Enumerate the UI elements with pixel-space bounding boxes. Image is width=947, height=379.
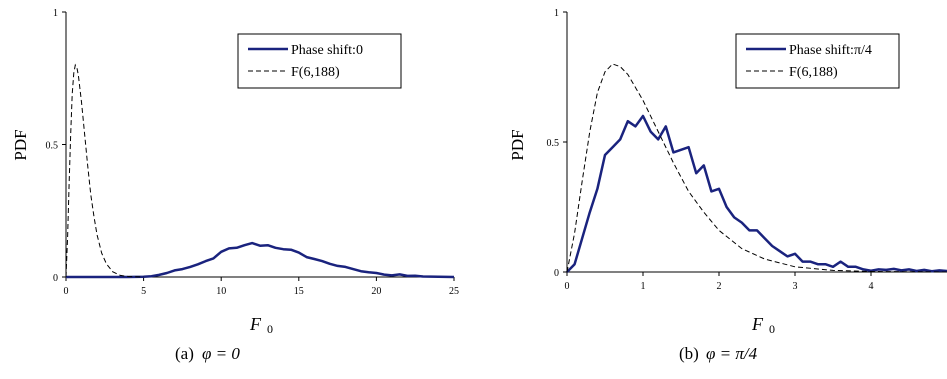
legend-entry: Phase shift:π/4: [789, 43, 872, 58]
x-tick-label: 20: [371, 286, 381, 297]
y-tick-label: 0: [53, 273, 58, 284]
x-tick-label: 0: [64, 286, 69, 297]
x-axis-label-subscript: 0: [769, 322, 775, 336]
x-tick-label: 3: [793, 281, 798, 292]
series-line-phase-shift: [66, 241, 455, 279]
x-tick-label: 10: [216, 286, 226, 297]
legend-box: [237, 33, 402, 89]
caption-math: φ = π/4: [706, 344, 758, 363]
caption-math: φ = 0: [202, 344, 240, 363]
y-tick-label: 0: [554, 268, 559, 279]
y-tick-label: 0.5: [46, 141, 59, 152]
caption-prefix: (b): [679, 344, 699, 363]
x-tick-label: 4: [869, 281, 874, 292]
y-tick-label: 1: [53, 8, 58, 19]
x-axis-label: F: [751, 314, 764, 334]
x-tick-label: 15: [294, 286, 304, 297]
series-line-f-distribution: [566, 63, 947, 273]
x-axis-label-subscript: 0: [267, 322, 273, 336]
legend-entry: Phase shift:0: [291, 43, 363, 58]
y-axis-label: PDF: [11, 129, 30, 160]
y-axis-label: PDF: [508, 129, 527, 160]
x-tick-label: 0: [565, 281, 570, 292]
legend-box: [735, 33, 900, 89]
x-tick-label: 2: [717, 281, 722, 292]
legend-entry: F(6,188): [291, 65, 340, 80]
x-tick-label: 1: [641, 281, 646, 292]
series-line-f-distribution: [65, 63, 144, 278]
x-tick-label: 5: [141, 286, 146, 297]
series-line-phase-shift: [566, 114, 947, 273]
y-tick-label: 0.5: [547, 138, 560, 149]
y-tick-label: 1: [554, 8, 559, 19]
x-axis-label: F: [249, 314, 262, 334]
caption-prefix: (a): [175, 344, 194, 363]
legend-entry: F(6,188): [789, 65, 838, 80]
x-tick-label: 25: [449, 286, 459, 297]
